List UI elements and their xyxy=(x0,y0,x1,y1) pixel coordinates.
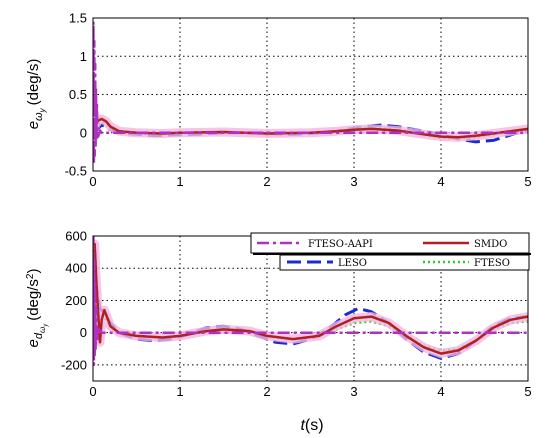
legend-box-lower xyxy=(279,254,530,271)
legend-label-leso: LESO xyxy=(338,258,367,269)
top-y-tick-0: 0 xyxy=(80,125,87,140)
legend-label-fteso: FTESO xyxy=(474,258,510,269)
bottom-x-tick-1: 1 xyxy=(176,384,183,399)
bottom-x-tick-5: 5 xyxy=(524,384,531,399)
legend-box-upper-shadow xyxy=(253,253,531,255)
bottom-x-tick-2: 2 xyxy=(263,384,270,399)
bottom-series-ftesoaapi xyxy=(93,236,528,367)
bottom-x-tick-3: 3 xyxy=(350,384,357,399)
top-x-tick-0: 0 xyxy=(89,174,96,189)
bottom-x-tick-0: 0 xyxy=(89,384,96,399)
legend-label-ftesoaapi: FTESO-AAPI xyxy=(308,239,373,250)
top-x-tick-5: 5 xyxy=(524,174,531,189)
top-grid xyxy=(93,18,528,171)
top-x-tick-3: 3 xyxy=(350,174,357,189)
top-y-axis-label: eωy(deg/s) xyxy=(25,59,47,130)
bottom-y-tick-0: 0 xyxy=(80,325,87,340)
top-x-tick-4: 4 xyxy=(437,174,444,189)
bottom-x-ticks: 0 1 2 3 4 5 xyxy=(89,384,531,399)
bottom-x-tick-4: 4 xyxy=(437,384,444,399)
bottom-y-tick-600: 600 xyxy=(65,229,87,244)
top-y-tick-0.5: 0.5 xyxy=(69,87,87,102)
legend: FTESO-AAPI SMDO LESO FTESO xyxy=(250,232,531,271)
bottom-series-smdo xyxy=(93,242,528,355)
top-y-tick--0.5: -0.5 xyxy=(65,164,87,179)
top-y-ticks: -0.5 0 0.5 1 1.5 xyxy=(65,11,87,179)
top-y-tick-1: 1 xyxy=(80,49,87,64)
bottom-y-axis-label: edωy(deg/s2) xyxy=(25,269,49,348)
top-x-tick-1: 1 xyxy=(176,174,183,189)
top-x-tick-2: 2 xyxy=(263,174,270,189)
top-series-ftesoaapi xyxy=(93,20,528,165)
top-axes-frame xyxy=(92,17,529,172)
bottom-y-tick-400: 400 xyxy=(65,261,87,276)
top-plot-area xyxy=(93,20,528,165)
legend-label-smdo: SMDO xyxy=(474,239,507,250)
x-axis-label: t(s) xyxy=(300,417,323,434)
bottom-y-tick-200: 200 xyxy=(65,293,87,308)
bottom-y-tick--200: -200 xyxy=(61,357,87,372)
top-series-smdo xyxy=(93,117,528,139)
top-y-tick-1.5: 1.5 xyxy=(69,11,87,26)
bottom-plot-area xyxy=(93,236,528,367)
bottom-y-ticks: -200 0 200 400 600 xyxy=(61,229,87,373)
top-x-ticks: 0 1 2 3 4 5 xyxy=(89,174,531,189)
